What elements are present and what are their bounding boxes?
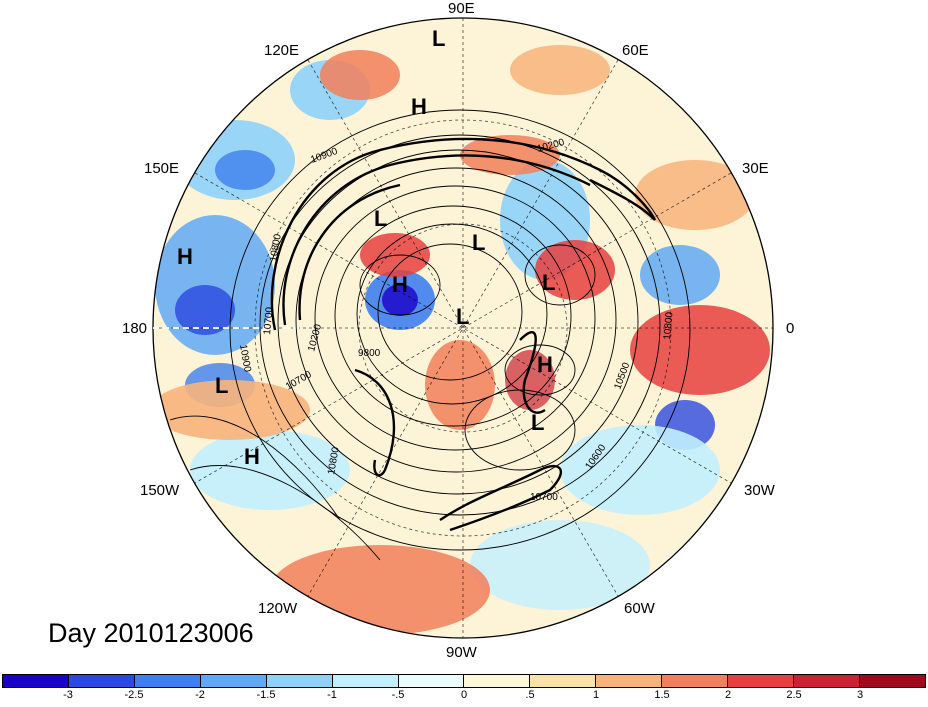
contour-label: 10800 bbox=[662, 311, 675, 340]
colorbar-tick-label: -1 bbox=[327, 689, 337, 701]
lon-label-90w: 90W bbox=[446, 644, 477, 661]
lon-label-120w: 120W bbox=[258, 600, 298, 617]
colorbar-swatch bbox=[266, 675, 333, 687]
colorbar-labels: -3 -2.5 -2 -1.5 -1 -.5 0 .5 1 1.5 2 2.5 3 bbox=[0, 689, 928, 702]
contour-label: 10700 bbox=[262, 306, 275, 335]
pressure-center: H bbox=[177, 244, 193, 269]
lon-label-30e: 30E bbox=[742, 160, 769, 177]
lon-label-30w: 30W bbox=[744, 482, 775, 499]
colorbar-swatch bbox=[859, 675, 925, 687]
pressure-center: L bbox=[374, 206, 387, 231]
colorbar-tick-label: .5 bbox=[525, 689, 535, 701]
lon-label-150w: 150W bbox=[140, 482, 180, 499]
colorbar-tick-label: 1.5 bbox=[654, 689, 670, 701]
colorbar-swatch bbox=[728, 675, 795, 687]
height-contours bbox=[169, 109, 691, 561]
colorbar-tick-label: -3 bbox=[63, 689, 73, 701]
pressure-center: L bbox=[542, 270, 555, 295]
colorbar-swatch bbox=[662, 675, 729, 687]
pressure-center: H bbox=[244, 444, 260, 469]
lon-label-60w: 60W bbox=[624, 600, 655, 617]
lon-label-90e: 90E bbox=[448, 0, 475, 17]
pressure-centers: L H L L H L L H L H L H bbox=[177, 26, 555, 469]
colorbar-swatch bbox=[464, 675, 531, 687]
day-label: Day 2010123006 bbox=[48, 618, 254, 648]
contour-label: 10900 bbox=[237, 344, 253, 374]
lon-label-180: 180 bbox=[122, 320, 148, 337]
colorbar-swatch bbox=[794, 675, 860, 687]
colorbar-swatch bbox=[134, 675, 201, 687]
colorbar-swatch bbox=[200, 675, 267, 687]
pressure-center: L bbox=[472, 230, 485, 255]
colorbar-tick-label: 0 bbox=[460, 689, 468, 701]
colorbar-swatch bbox=[398, 675, 465, 687]
contour-label: 10800 bbox=[326, 446, 342, 476]
colorbar-tick-label: 2 bbox=[724, 689, 732, 701]
pressure-center: L bbox=[215, 373, 228, 398]
colorbar-tick-label: 2.5 bbox=[786, 689, 802, 701]
colorbar-tick-label: 1 bbox=[592, 689, 600, 701]
colorbar-tick-label: 3 bbox=[856, 689, 864, 701]
colorbar-swatch bbox=[3, 675, 69, 687]
pressure-center: H bbox=[537, 352, 553, 377]
pressure-center: H bbox=[411, 94, 427, 119]
colorbar-swatch bbox=[68, 675, 135, 687]
anomaly-field bbox=[153, 18, 773, 638]
colorbar-swatch bbox=[596, 675, 663, 687]
colorbar-tick-label: -2.5 bbox=[124, 689, 144, 701]
colorbar-tick-label: -2 bbox=[195, 689, 205, 701]
colorbar-swatch bbox=[332, 675, 399, 687]
contour-label: 10700 bbox=[530, 492, 558, 503]
lon-label-120e: 120E bbox=[264, 42, 300, 59]
pressure-center: L bbox=[456, 304, 469, 329]
colorbar-tick-label: -.5 bbox=[391, 689, 405, 701]
lon-label-60e: 60E bbox=[622, 42, 649, 59]
contour-label: 10800 bbox=[268, 233, 284, 263]
colorbar-tick-label: -1.5 bbox=[256, 689, 276, 701]
colorbar-swatch bbox=[530, 675, 597, 687]
lon-label-0: 0 bbox=[786, 320, 795, 337]
lon-label-150e: 150E bbox=[144, 160, 180, 177]
pressure-center: L bbox=[432, 26, 445, 51]
colorbar bbox=[2, 674, 926, 688]
jet-contours bbox=[270, 137, 657, 532]
contour-label: 9800 bbox=[358, 348, 381, 359]
pressure-center: L bbox=[531, 410, 544, 435]
pressure-center: H bbox=[392, 272, 408, 297]
